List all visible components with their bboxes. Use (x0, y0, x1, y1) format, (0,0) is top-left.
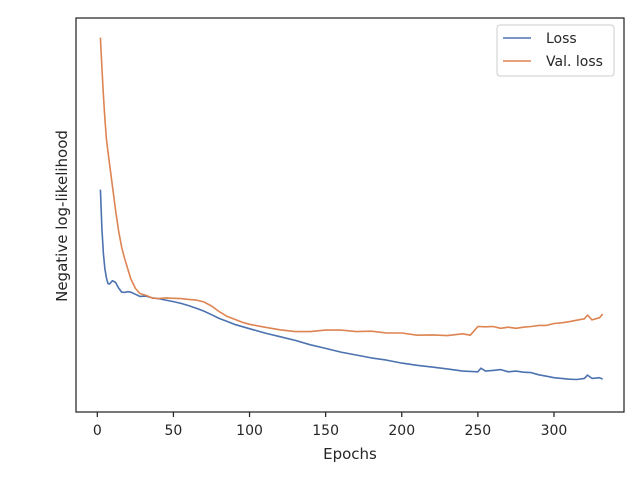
x-tick-label-0: 0 (93, 423, 102, 439)
series-layer (99, 37, 604, 381)
x-tick-label-50: 50 (165, 423, 183, 439)
x-tick-label-250: 250 (464, 423, 491, 439)
x-tick-label-150: 150 (312, 423, 339, 439)
x-tick-label-300: 300 (541, 423, 568, 439)
legend-label-val-loss: Val. loss (546, 54, 603, 70)
legend: Loss Val. loss (496, 24, 615, 77)
x-tick-label-100: 100 (236, 423, 263, 439)
plot-frame (75, 17, 625, 413)
x-axis: 0 50 100 150 200 250 300 (93, 412, 567, 439)
legend-label-loss: Loss (546, 31, 577, 47)
x-tick-label-200: 200 (388, 423, 415, 439)
series-line-loss (99, 189, 604, 381)
series-line-val-loss (99, 37, 604, 337)
x-axis-label: Epochs (323, 445, 377, 463)
y-axis-label: Negative log-likelihood (53, 130, 71, 302)
